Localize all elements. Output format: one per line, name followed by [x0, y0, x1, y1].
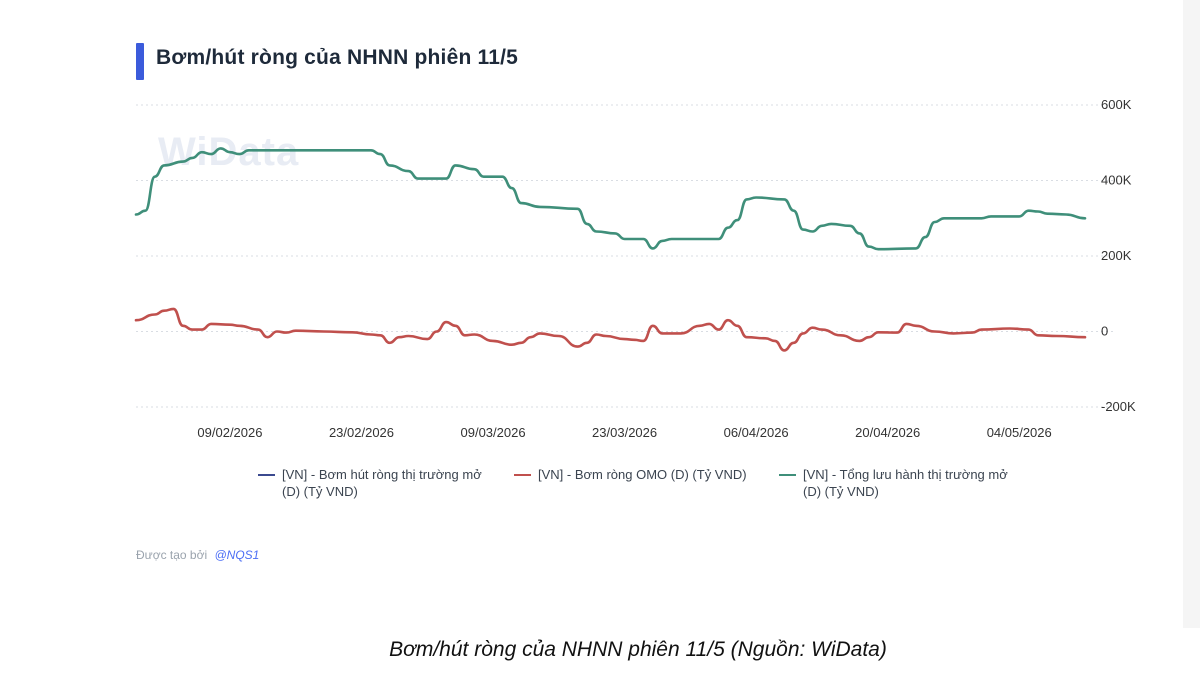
x-tick-label: 06/04/2026 — [724, 425, 789, 440]
credit-prefix: Được tạo bởi — [136, 548, 208, 562]
y-tick-label: 400K — [1101, 173, 1132, 188]
legend-swatch-omo — [514, 474, 531, 476]
credit-handle-link[interactable]: @NQS1 — [214, 548, 260, 562]
y-tick-label: 200K — [1101, 248, 1132, 263]
grid-lines — [136, 104, 1115, 408]
legend-swatch-total — [779, 474, 796, 476]
x-tick-label: 04/05/2026 — [987, 425, 1052, 440]
y-tick-label: -200K — [1101, 399, 1136, 414]
x-tick-label: 09/02/2026 — [197, 425, 262, 440]
legend-swatch-net — [258, 474, 275, 476]
figure-caption: Bơm/hút ròng của NHNN phiên 11/5 (Nguồn:… — [389, 638, 887, 661]
x-tick-label: 09/03/2026 — [461, 425, 526, 440]
x-tick-label: 23/03/2026 — [592, 425, 657, 440]
x-tick-label: 20/04/2026 — [855, 425, 920, 440]
credit-line: Được tạo bởi @NQS1 — [136, 548, 259, 562]
y-axis-tick-labels: 600K 400K 200K 0 -200K — [1101, 97, 1136, 414]
chart-title: Bơm/hút ròng của NHNN phiên 11/5 — [156, 46, 519, 69]
legend-label-total: [VN] - Tổng lưu hành thị trường mở (D) (… — [803, 467, 1008, 499]
x-tick-label: 23/02/2026 — [329, 425, 394, 440]
series-line-total — [134, 147, 1087, 251]
page-edge — [1183, 0, 1200, 628]
series-lines — [134, 147, 1087, 352]
y-tick-label: 0 — [1101, 324, 1108, 339]
legend-label-omo: [VN] - Bơm ròng OMO (D) (Tỷ VND) — [538, 467, 747, 482]
x-axis-tick-labels: 09/02/2026 23/02/2026 09/03/2026 23/03/2026… — [197, 425, 1051, 440]
y-tick-label: 600K — [1101, 97, 1132, 112]
legend-label-net: [VN] - Bơm hút ròng thị trường mở (D) (T… — [282, 467, 482, 499]
title-accent-bar — [136, 43, 144, 80]
series-line-omo — [134, 307, 1087, 352]
